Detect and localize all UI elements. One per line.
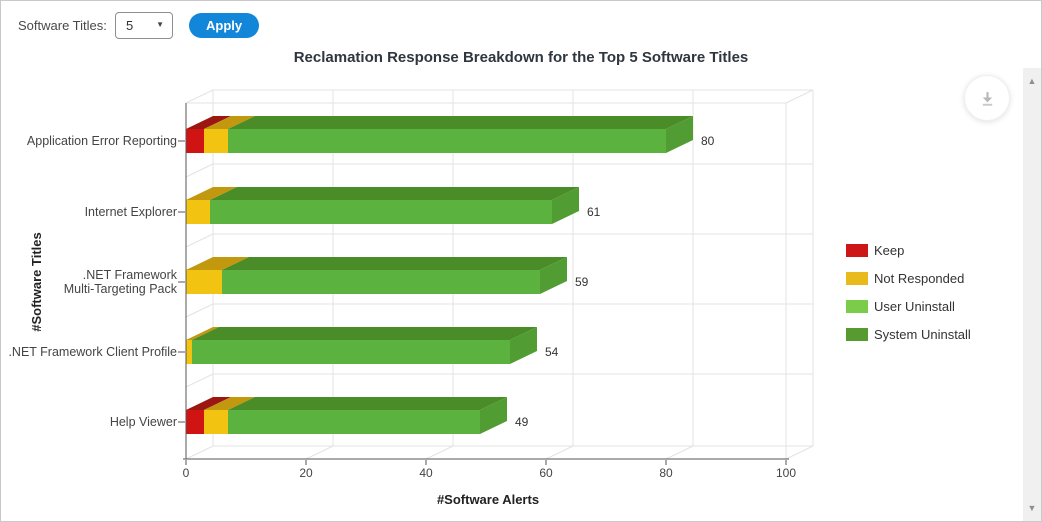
bar-segment-front[interactable] <box>204 129 228 153</box>
depth-edge-topright <box>785 89 814 104</box>
gridline-depth-connector <box>185 233 214 248</box>
software-titles-label: Software Titles: <box>18 18 107 33</box>
bar-end-face[interactable] <box>540 257 567 294</box>
tick-depth-slant <box>425 445 454 460</box>
bar-segment-top[interactable] <box>210 187 579 200</box>
vertical-scrollbar[interactable]: ▲ ▼ <box>1023 68 1041 521</box>
bar-segment-front[interactable] <box>192 340 510 364</box>
x-tick-label: 40 <box>419 466 433 480</box>
x-tick-label: 80 <box>659 466 673 480</box>
bar-segment-top[interactable] <box>186 327 219 340</box>
category-label: Internet Explorer <box>85 205 177 219</box>
bar-segment-front[interactable] <box>186 410 204 434</box>
bar-segment-front[interactable] <box>222 270 540 294</box>
bar-segment-top[interactable] <box>228 397 507 410</box>
gridline-depth-connector <box>185 303 214 318</box>
bar-segment-top[interactable] <box>192 327 537 340</box>
bar-end-face[interactable] <box>552 187 579 224</box>
bar-end-face[interactable] <box>510 327 537 364</box>
gridline-depth-connector <box>185 163 214 178</box>
tick-depth-slant <box>185 445 214 460</box>
dropdown-selected-value: 5 <box>126 18 134 33</box>
software-titles-dropdown[interactable]: 5 ▼ <box>115 12 173 39</box>
bar-segment-top[interactable] <box>186 187 237 200</box>
legend-label: Keep <box>874 243 905 258</box>
bar-segment-top[interactable] <box>204 116 255 129</box>
gridline-depth-connector <box>185 373 214 388</box>
bar-segment-front[interactable] <box>186 200 210 224</box>
bar-segment-front[interactable] <box>186 270 222 294</box>
bar-segment-top[interactable] <box>222 257 567 270</box>
chevron-down-icon: ▼ <box>156 20 164 29</box>
x-tick-label: 60 <box>539 466 553 480</box>
bar-value-label: 61 <box>587 205 601 219</box>
chart-legend: Keep Not Responded User Uninstall System Un… <box>846 243 971 356</box>
x-tick-label: 100 <box>776 466 796 480</box>
x-axis-title: #Software Alerts <box>437 492 539 507</box>
bar-segment-top[interactable] <box>186 257 249 270</box>
bar-end-face[interactable] <box>666 116 693 153</box>
legend-swatch <box>846 244 868 257</box>
legend-swatch <box>846 328 868 341</box>
bar-value-label: 49 <box>515 415 529 429</box>
scroll-down-icon[interactable]: ▼ <box>1027 503 1037 513</box>
legend-swatch <box>846 300 868 313</box>
legend-swatch <box>846 272 868 285</box>
toolbar: Software Titles: 5 ▼ Apply <box>1 1 1041 49</box>
bar-segment-front[interactable] <box>210 200 552 224</box>
category-label: Help Viewer <box>110 415 177 429</box>
apply-button[interactable]: Apply <box>189 13 260 38</box>
tick-depth-slant <box>305 445 334 460</box>
bar-segment-top[interactable] <box>228 116 693 129</box>
legend-label: System Uninstall <box>874 327 971 342</box>
bar-segment-front[interactable] <box>186 129 204 153</box>
x-tick-label: 0 <box>183 466 190 480</box>
bar-segment-top[interactable] <box>186 397 231 410</box>
bar-value-label: 80 <box>701 134 715 148</box>
bar-value-label: 59 <box>575 275 589 289</box>
legend-label: User Uninstall <box>874 299 955 314</box>
legend-item-user-uninstall[interactable]: User Uninstall <box>846 299 971 314</box>
bar-segment-top[interactable] <box>204 397 255 410</box>
tick-depth-slant <box>545 445 574 460</box>
category-label: Application Error Reporting <box>27 134 177 148</box>
bar-segment-front[interactable] <box>186 340 192 364</box>
bar-segment-front[interactable] <box>228 410 480 434</box>
category-label: Multi-Targeting Pack <box>64 282 178 296</box>
x-tick-label: 20 <box>299 466 313 480</box>
chart-title: Reclamation Response Breakdown for the T… <box>293 49 749 66</box>
bar-segment-front[interactable] <box>204 410 228 434</box>
category-label: .NET Framework <box>83 268 178 282</box>
download-button[interactable] <box>964 75 1010 121</box>
category-label: .NET Framework Client Profile <box>8 345 177 359</box>
bar-segment-front[interactable] <box>228 129 666 153</box>
bar-value-label: 54 <box>545 345 559 359</box>
legend-item-not-responded[interactable]: Not Responded <box>846 271 971 286</box>
tick-depth-slant <box>785 445 814 460</box>
download-icon <box>982 91 992 106</box>
legend-label: Not Responded <box>874 271 965 286</box>
tick-depth-slant <box>665 445 694 460</box>
legend-item-system-uninstall[interactable]: System Uninstall <box>846 327 971 342</box>
depth-edge-topleft <box>185 89 214 104</box>
bar-end-face[interactable] <box>480 397 507 434</box>
y-axis-title: #Software Titles <box>29 232 44 331</box>
legend-item-keep[interactable]: Keep <box>846 243 971 258</box>
bar-segment-top[interactable] <box>186 116 231 129</box>
scroll-up-icon[interactable]: ▲ <box>1027 76 1037 86</box>
